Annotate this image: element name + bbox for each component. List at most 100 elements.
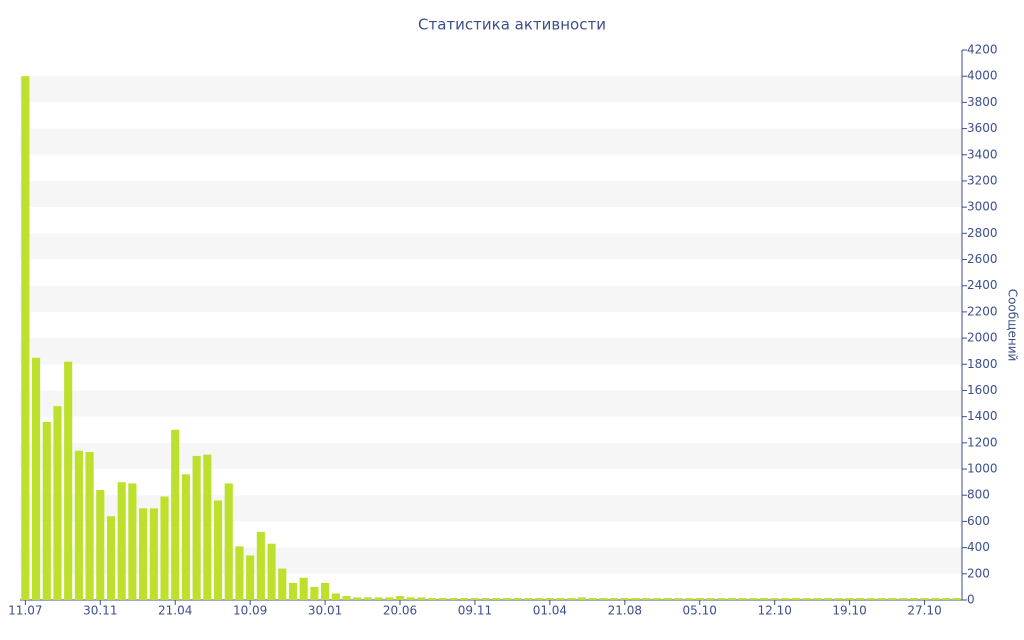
bar bbox=[235, 546, 244, 600]
bar bbox=[706, 598, 715, 600]
bar bbox=[588, 598, 597, 600]
bar bbox=[139, 508, 148, 600]
bar bbox=[117, 482, 126, 600]
bar bbox=[802, 598, 811, 600]
bar bbox=[385, 597, 394, 600]
bar bbox=[256, 531, 265, 600]
bar bbox=[941, 598, 951, 600]
x-tick-label: 27.10 bbox=[907, 604, 941, 618]
y-axis-title: Сообщений bbox=[1006, 289, 1020, 362]
bar bbox=[770, 598, 779, 600]
bar bbox=[171, 429, 180, 600]
bar bbox=[642, 598, 651, 600]
x-tick-label: 01.04 bbox=[533, 604, 567, 618]
grid-band bbox=[20, 390, 962, 417]
bar bbox=[877, 598, 886, 600]
y-tick-label: 1800 bbox=[967, 357, 998, 371]
bar bbox=[920, 598, 929, 600]
bar bbox=[331, 593, 340, 600]
bar bbox=[213, 500, 223, 600]
bar bbox=[684, 598, 694, 600]
bar bbox=[160, 496, 169, 600]
y-tick-label: 1000 bbox=[967, 462, 998, 476]
x-tick-label: 09.11 bbox=[458, 604, 492, 618]
y-tick-label: 400 bbox=[967, 540, 990, 554]
bar bbox=[610, 598, 619, 600]
bar bbox=[567, 598, 576, 600]
x-tick-label: 21.04 bbox=[158, 604, 192, 618]
y-tick-label: 2800 bbox=[967, 226, 998, 240]
bar bbox=[267, 543, 276, 600]
x-tick-label: 30.01 bbox=[308, 604, 342, 618]
bar bbox=[74, 450, 83, 600]
bar bbox=[203, 454, 212, 600]
grid-band bbox=[20, 180, 962, 208]
bar bbox=[535, 598, 544, 600]
bar bbox=[106, 516, 116, 600]
bar bbox=[181, 474, 190, 600]
bar bbox=[85, 452, 94, 600]
bar bbox=[834, 598, 843, 600]
bar bbox=[781, 598, 790, 600]
bar bbox=[502, 598, 512, 600]
y-tick-label: 600 bbox=[967, 514, 990, 528]
y-tick-label: 800 bbox=[967, 488, 990, 502]
bar bbox=[149, 508, 158, 600]
bar bbox=[909, 598, 918, 600]
bar bbox=[759, 598, 769, 600]
x-tick-label: 19.10 bbox=[832, 604, 866, 618]
bar bbox=[438, 598, 447, 600]
bar bbox=[128, 483, 137, 600]
x-tick-label: 05.10 bbox=[683, 604, 717, 618]
bar bbox=[599, 598, 608, 600]
bar bbox=[246, 555, 255, 600]
bar bbox=[663, 598, 672, 600]
bar bbox=[21, 76, 30, 600]
bar bbox=[31, 357, 41, 600]
bar bbox=[470, 598, 480, 600]
bar bbox=[695, 598, 704, 600]
bar bbox=[492, 598, 501, 600]
y-tick-label: 2000 bbox=[967, 331, 998, 345]
y-tick-label: 1400 bbox=[967, 409, 998, 423]
bar bbox=[556, 598, 565, 600]
bar bbox=[631, 598, 640, 600]
bar bbox=[460, 598, 469, 600]
chart-title: Статистика активности bbox=[418, 16, 606, 34]
y-tick-label: 200 bbox=[967, 566, 990, 580]
grid-band bbox=[20, 233, 962, 260]
bar bbox=[342, 596, 351, 600]
bar bbox=[888, 598, 897, 600]
y-tick-label: 3400 bbox=[967, 147, 998, 161]
grid-band bbox=[20, 76, 962, 103]
bar bbox=[64, 361, 73, 600]
bar bbox=[374, 597, 383, 600]
bar bbox=[620, 598, 629, 600]
bar bbox=[845, 598, 854, 600]
bar bbox=[224, 483, 233, 600]
bar bbox=[931, 598, 940, 600]
bar bbox=[449, 598, 458, 600]
bar bbox=[749, 598, 758, 600]
x-tick-label: 20.06 bbox=[383, 604, 417, 618]
bar bbox=[321, 582, 330, 600]
y-tick-label: 4200 bbox=[967, 43, 998, 57]
bar bbox=[353, 597, 362, 600]
bar bbox=[96, 490, 105, 600]
y-tick-label: 2600 bbox=[967, 252, 998, 266]
x-tick-label: 21.08 bbox=[608, 604, 642, 618]
bar bbox=[899, 598, 908, 600]
bar bbox=[674, 598, 683, 600]
bar bbox=[727, 598, 736, 600]
bar bbox=[738, 598, 747, 600]
bar bbox=[288, 582, 298, 600]
bar bbox=[299, 577, 308, 600]
x-tick-label: 12.10 bbox=[757, 604, 791, 618]
grid-band bbox=[20, 442, 962, 470]
y-tick-label: 2200 bbox=[967, 304, 998, 318]
bar bbox=[428, 598, 437, 600]
bar bbox=[310, 586, 319, 600]
bar bbox=[406, 597, 415, 600]
bar bbox=[524, 598, 533, 600]
bar bbox=[577, 597, 587, 600]
